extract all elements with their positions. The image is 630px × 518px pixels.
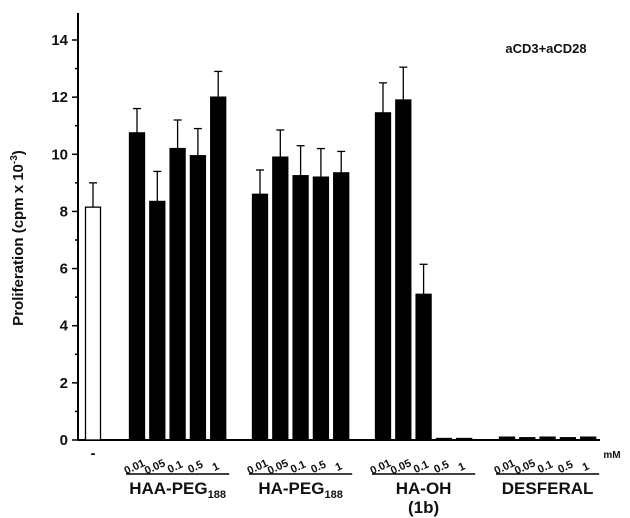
bar-2-1 (395, 99, 412, 441)
group-label-line2: (1b) (408, 498, 439, 517)
group-label: HA-OH (396, 479, 452, 498)
labels: 0 2 4 6 8 10 12 14 Proliferation (cpm x 10-3) - 0.… (9, 32, 600, 517)
dose-label: 0.5 (556, 459, 575, 476)
bar-3-0 (498, 436, 516, 441)
y-tick-label: 0 (60, 432, 68, 449)
y-tick-label: 14 (51, 32, 68, 49)
bars (84, 66, 597, 441)
dose-label: 0.5 (186, 459, 205, 476)
bar-0-4 (210, 96, 227, 441)
bar-3-4 (580, 436, 597, 441)
group-label: HA-PEG188 (258, 479, 342, 501)
y-tick-label: 12 (51, 89, 68, 106)
control-label: - (91, 445, 96, 462)
bar-1-1 (272, 156, 289, 441)
dose-label: 1 (457, 461, 468, 474)
bar-2-3 (435, 437, 453, 441)
bar-0-0 (128, 132, 146, 441)
bar-1-2 (292, 175, 309, 441)
dose-label: 0.5 (432, 459, 451, 476)
bar-1-3 (312, 176, 330, 441)
group-label: DESFERAL (502, 479, 594, 498)
bar-0-1 (149, 200, 166, 441)
bar-3-1 (519, 437, 536, 441)
y-tick-label: 10 (51, 146, 68, 163)
bar-1-4 (333, 172, 350, 441)
dose-label: 1 (211, 461, 222, 474)
bar-0-3 (189, 155, 207, 441)
bar-1-0 (251, 193, 269, 441)
bar-3-2 (539, 436, 556, 441)
bar-3-3 (559, 437, 577, 441)
y-tick-label: 4 (60, 318, 69, 335)
dose-unit-label: mM (603, 450, 620, 461)
chart-annotation: aCD3+aCD28 (505, 41, 586, 56)
dose-label: 0.1 (536, 459, 555, 476)
dose-label: 0.5 (309, 459, 328, 476)
bar-2-2 (415, 293, 432, 441)
dose-label: 0.1 (412, 459, 431, 476)
dose-label: 1 (334, 461, 345, 474)
y-tick-label: 6 (60, 261, 68, 278)
control-bar (84, 206, 102, 441)
bar-2-0 (374, 112, 392, 441)
dose-label: 0.1 (289, 459, 308, 476)
dose-label: 0.1 (166, 459, 185, 476)
bar-2-4 (456, 437, 473, 441)
y-axis-label: Proliferation (cpm x 10-3) (9, 150, 27, 326)
bar-0-2 (169, 147, 186, 441)
dose-label: 1 (581, 461, 592, 474)
group-label: HAA-PEG188 (129, 479, 226, 501)
y-tick-label: 2 (60, 375, 68, 392)
y-tick-label: 8 (60, 203, 68, 220)
